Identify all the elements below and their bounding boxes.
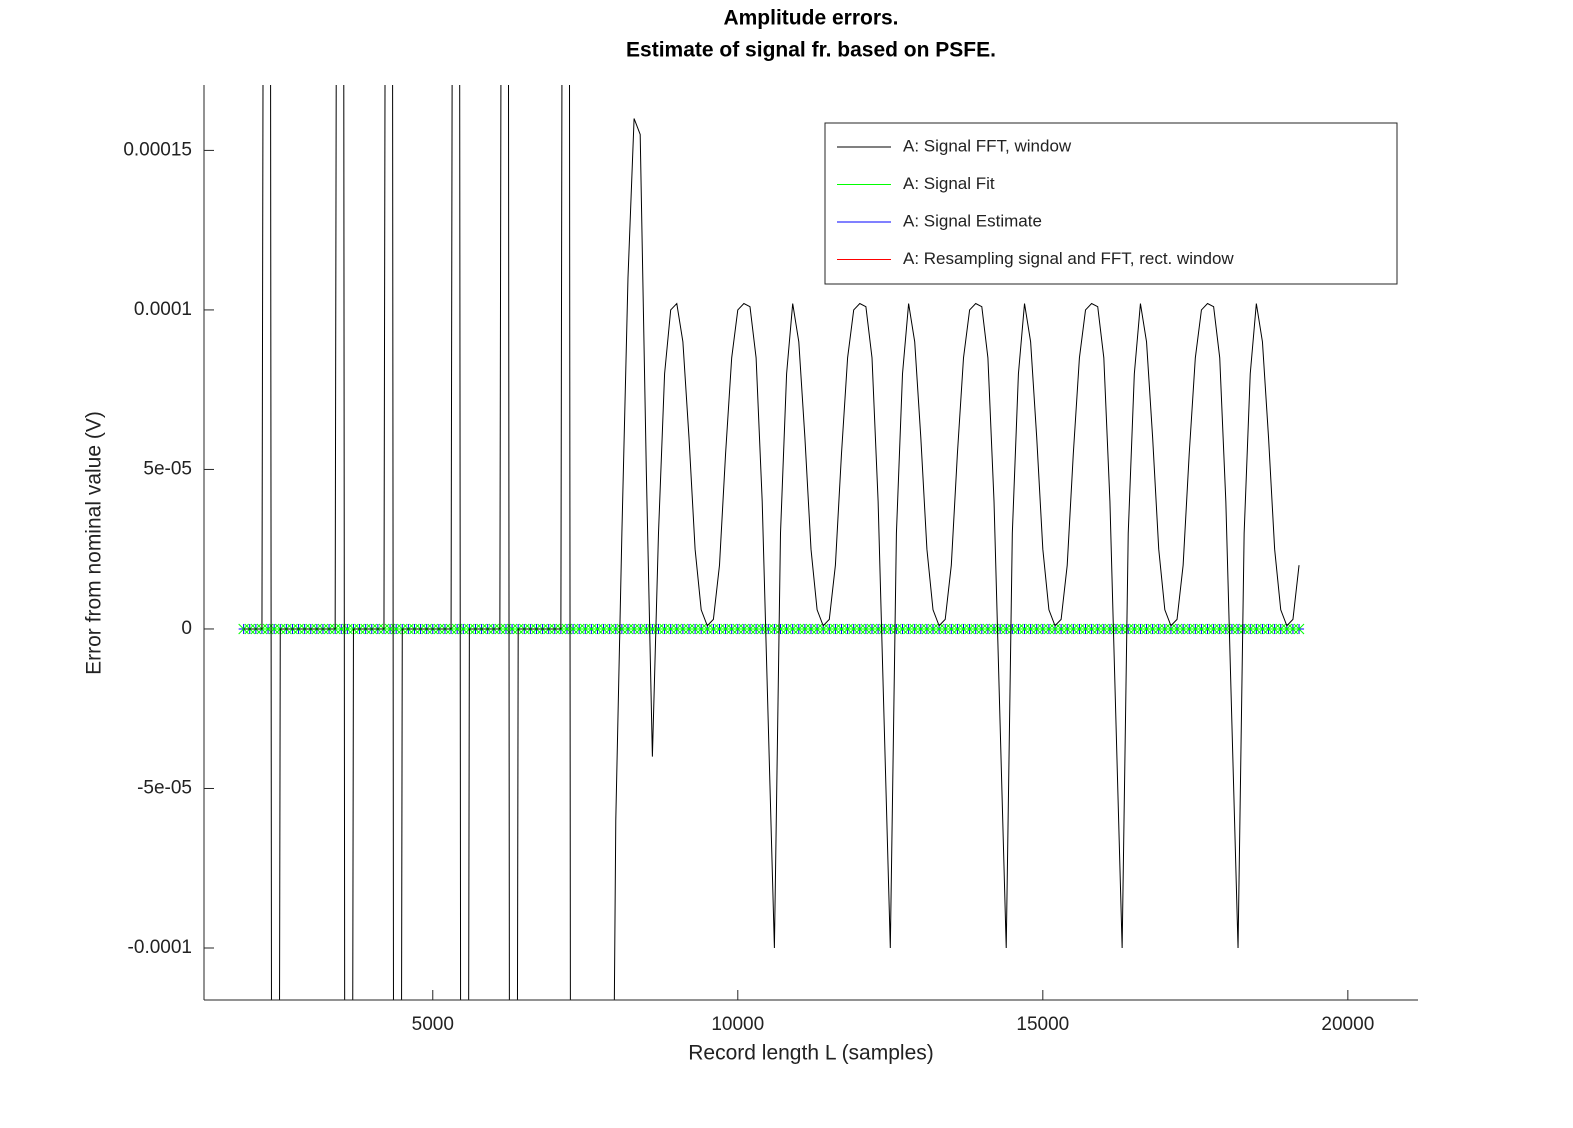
data-marker <box>1293 623 1305 635</box>
y-tick-label: -5e-05 <box>137 777 192 798</box>
legend-label: A: Signal Fit <box>903 174 995 193</box>
axes: 5000 10000 15000 20000 -0.0001 -5e-05 0 5e-05 0.… <box>123 85 1418 1035</box>
plot-area <box>238 85 1305 1000</box>
legend-label: A: Signal FFT, window <box>903 136 1072 155</box>
x-tick-label: 5000 <box>412 1014 454 1035</box>
legend: A: Signal FFT, window A: Signal Fit A: Sig… <box>824 122 1398 285</box>
chart-title: Amplitude errors. <box>723 7 898 30</box>
y-tick-label: -0.0001 <box>128 937 192 958</box>
x-tick-label: 20000 <box>1321 1014 1374 1035</box>
y-tick-label: 0 <box>181 618 192 639</box>
y-tick-label: 0.0001 <box>134 299 192 320</box>
y-tick-label: 0.00015 <box>123 139 192 160</box>
legend-label: A: Resampling signal and FFT, rect. wind… <box>903 249 1234 268</box>
x-tick-label: 10000 <box>711 1014 764 1035</box>
x-tick-label: 15000 <box>1016 1014 1069 1035</box>
legend-box <box>824 122 1398 285</box>
series-line <box>243 85 1300 1000</box>
chart-subtitle: Estimate of signal fr. based on PSFE. <box>626 39 996 62</box>
y-tick-label: 5e-05 <box>143 458 192 479</box>
y-axis-label: Error from nominal value (V) <box>83 411 106 675</box>
x-axis-label: Record length L (samples) <box>688 1042 934 1065</box>
legend-label: A: Signal Estimate <box>903 211 1042 230</box>
